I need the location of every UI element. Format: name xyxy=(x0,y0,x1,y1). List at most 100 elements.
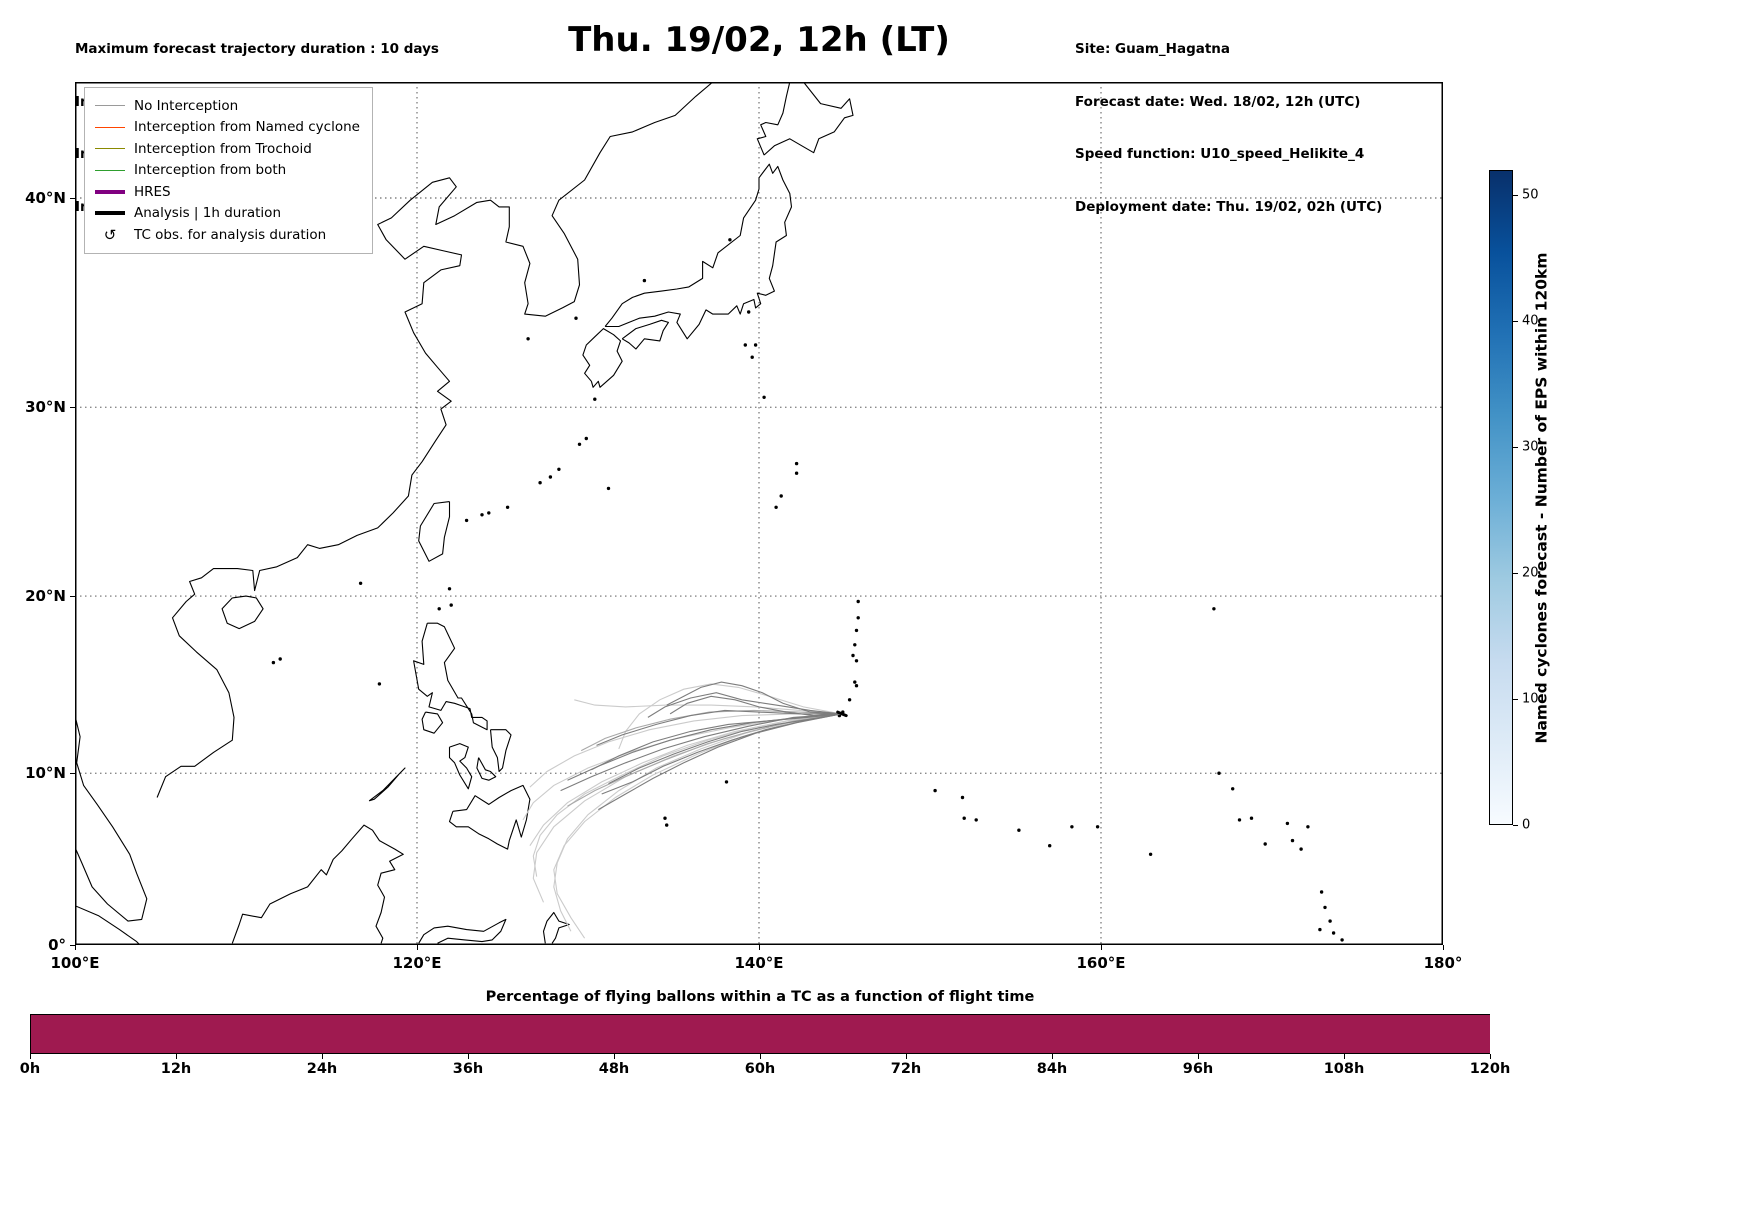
coastline xyxy=(221,595,264,630)
island-dot xyxy=(358,581,363,585)
trajectory-no-interception xyxy=(618,683,842,750)
island-dot xyxy=(851,653,855,658)
colorbar-label: Named cyclones forecast - Number of EPS … xyxy=(1532,252,1550,743)
percentage-bar-segment xyxy=(614,1015,761,1053)
lon-tick-label: 160°E xyxy=(1076,954,1126,972)
island-dot xyxy=(1318,927,1322,932)
island-dot xyxy=(1285,821,1290,826)
percentage-bar-segment xyxy=(760,1015,907,1053)
deployment-date-text: Deployment date: Thu. 19/02, 02h (UTC) xyxy=(1075,198,1383,215)
legend-label: Interception from both xyxy=(134,162,287,179)
trajectory-no-interception xyxy=(666,681,842,715)
percentage-bar-segment xyxy=(1197,1015,1344,1053)
island-dot xyxy=(1299,847,1303,851)
island-dot xyxy=(853,680,857,684)
island-dot xyxy=(1095,825,1100,829)
coastline xyxy=(621,319,669,350)
coastline xyxy=(231,824,404,944)
island-dot xyxy=(548,475,553,479)
island-dot xyxy=(779,494,783,498)
island-dot xyxy=(750,355,754,359)
lon-tick-mark xyxy=(1443,945,1444,950)
balloon-chart-tick-label: 72h xyxy=(890,1061,922,1077)
island-dot xyxy=(762,395,766,399)
colorbar-tick-label: 40 xyxy=(1522,313,1539,329)
island-dot xyxy=(1237,818,1242,822)
colorbar-tick-mark xyxy=(1513,699,1518,701)
coastline xyxy=(75,715,148,922)
legend-label: Interception from Trochoid xyxy=(134,140,312,157)
island-dot xyxy=(526,337,530,341)
island-dot xyxy=(753,343,758,347)
island-dot xyxy=(557,467,561,471)
lon-tick-label: 120°E xyxy=(392,954,442,972)
site-info: Site: Guam_Hagatna Forecast date: Wed. 1… xyxy=(1075,6,1382,251)
balloon-chart-tick-mark xyxy=(906,1054,907,1059)
island-dot xyxy=(1231,787,1235,791)
balloon-chart-tick-mark xyxy=(1344,1054,1345,1059)
balloon-chart-tick-mark xyxy=(468,1054,469,1059)
both-line-swatch xyxy=(95,169,125,171)
coastline xyxy=(756,82,854,156)
map-legend: No Interception Interception from Named … xyxy=(84,87,373,254)
percentage-bar-segment xyxy=(176,1015,324,1053)
coastline xyxy=(448,743,473,790)
balloon-chart-tick-mark xyxy=(1198,1054,1199,1059)
island-dot xyxy=(854,628,859,633)
lat-tick-label: 10°N xyxy=(25,764,66,783)
island-dot xyxy=(974,818,978,822)
coastline xyxy=(413,622,488,731)
island-dot xyxy=(665,823,669,827)
island-dot xyxy=(1017,828,1021,832)
percentage-bar-segment xyxy=(468,1015,615,1053)
island-dot xyxy=(1323,905,1327,910)
colorbar-gradient xyxy=(1489,170,1513,825)
balloon-chart-tick-label: 36h xyxy=(452,1061,484,1077)
island-dot xyxy=(1212,607,1216,611)
island-dot xyxy=(606,486,611,491)
trajectory-no-interception xyxy=(529,713,842,847)
island-dot xyxy=(377,682,382,686)
tc-obs-icon: ↺ xyxy=(103,225,117,244)
island-dot xyxy=(1306,825,1310,829)
analysis-line-swatch xyxy=(95,211,125,216)
colorbar-tick-mark xyxy=(1513,573,1518,575)
lon-tick-mark xyxy=(75,945,76,950)
legend-item: Interception from Named cyclone xyxy=(95,117,360,139)
lat-tick-mark xyxy=(70,596,75,598)
speed-function-text: Speed function: U10_speed_Helikite_4 xyxy=(1075,146,1365,162)
island-dot xyxy=(794,461,799,466)
trajectory-no-interception xyxy=(529,713,842,788)
trochoid-line-swatch xyxy=(95,148,125,150)
island-dot xyxy=(1331,931,1336,935)
legend-item: HRES xyxy=(95,181,360,203)
lon-tick-mark xyxy=(759,945,760,950)
island-dot xyxy=(574,316,578,320)
trajectory-no-interception xyxy=(591,713,842,771)
island-dot xyxy=(794,471,799,475)
island-dot xyxy=(1070,825,1074,829)
island-dot xyxy=(728,238,732,242)
balloon-chart-tick-mark xyxy=(176,1054,177,1059)
island-dot xyxy=(538,481,542,485)
balloon-percentage-chart xyxy=(30,1014,1490,1054)
balloon-chart-tick-mark xyxy=(614,1054,615,1059)
colorbar-tick-label: 50 xyxy=(1522,187,1539,203)
legend-item: Interception from Trochoid xyxy=(95,138,360,160)
island-dot xyxy=(487,511,491,515)
coastline xyxy=(75,905,141,945)
island-dot xyxy=(856,616,860,620)
legend-item: Interception from both xyxy=(95,160,360,182)
balloon-chart-tick-label: 60h xyxy=(744,1061,776,1077)
analysis-track xyxy=(836,710,848,718)
coastline xyxy=(476,757,497,781)
island-dot xyxy=(933,788,937,793)
coastline xyxy=(418,918,507,944)
percentage-bar-segment xyxy=(1343,1015,1490,1053)
island-dot xyxy=(962,816,966,820)
percentage-bar-segment xyxy=(905,1015,1053,1053)
island-dot xyxy=(1048,844,1052,848)
island-dot xyxy=(1340,938,1344,942)
lat-tick-mark xyxy=(70,945,75,946)
balloon-chart-tick-mark xyxy=(1490,1054,1491,1059)
